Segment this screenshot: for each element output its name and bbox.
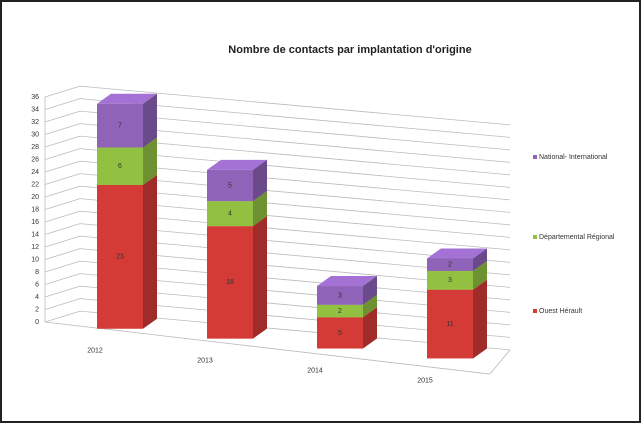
x-tick-label: 2015 (417, 377, 433, 384)
y-tick-label: 2 (35, 306, 39, 313)
grid-line (44, 135, 511, 176)
data-label: 3 (448, 277, 452, 284)
data-label: 7 (118, 122, 122, 129)
grid-line (44, 85, 511, 126)
bar (207, 226, 253, 339)
bar (317, 317, 363, 349)
y-tick-label: 0 (35, 319, 39, 326)
y-tick-label: 34 (31, 106, 39, 113)
bar-side (473, 260, 487, 290)
y-tick-label: 14 (31, 231, 39, 238)
bar-top (97, 93, 157, 104)
bar (97, 185, 143, 329)
grid-line (44, 235, 511, 276)
y-tick-label: 22 (31, 181, 39, 188)
bar (207, 169, 253, 202)
data-label: 5 (228, 182, 232, 189)
data-label: 23 (116, 254, 124, 261)
data-label: 11 (446, 321, 453, 328)
bar (427, 270, 473, 290)
bar (427, 289, 473, 359)
y-tick-label: 36 (31, 94, 39, 101)
bar-side (253, 216, 267, 339)
data-label: 4 (228, 210, 232, 217)
legend-marker (533, 155, 537, 159)
y-tick-label: 24 (31, 169, 39, 176)
bar-side (253, 191, 267, 227)
floor-edge (489, 349, 511, 375)
grid-line (44, 148, 511, 188)
bar-side (143, 93, 157, 148)
bar-side (473, 279, 487, 359)
y-tick-label: 26 (31, 156, 39, 163)
bar-side (253, 159, 267, 202)
bar (317, 304, 363, 318)
bar-top (207, 159, 267, 170)
bar-side (143, 175, 157, 329)
legend-label: National- International (539, 154, 608, 161)
data-label: 6 (118, 163, 122, 170)
bar-side (363, 294, 377, 318)
y-tick-label: 28 (31, 144, 39, 151)
data-label: 2 (338, 308, 342, 315)
y-tick-label: 18 (31, 206, 39, 213)
bar-top (427, 248, 487, 259)
legend-marker (533, 309, 537, 313)
y-tick-label: 12 (31, 244, 39, 251)
x-tick-label: 2012 (87, 348, 103, 355)
bar (427, 258, 473, 271)
data-label: 18 (226, 279, 234, 286)
y-tick-label: 30 (31, 131, 39, 138)
x-tick-label: 2014 (307, 367, 323, 374)
grid-line (44, 123, 511, 163)
y-tick-label: 8 (35, 269, 39, 276)
y-tick-label: 10 (31, 256, 39, 263)
y-tick-label: 32 (31, 119, 39, 126)
data-label: 5 (338, 330, 342, 337)
bar (97, 103, 143, 148)
data-label: 2 (448, 262, 452, 269)
bar (207, 201, 253, 227)
grid-line (44, 98, 511, 138)
grid-line (44, 210, 511, 251)
data-label: 3 (338, 292, 342, 299)
legend-marker (533, 235, 537, 239)
y-tick-label: 6 (35, 281, 39, 288)
grid-line (44, 173, 511, 213)
x-tick-label: 2013 (197, 357, 213, 364)
bar (317, 286, 363, 305)
grid-line (44, 160, 511, 201)
legend-label: Ouest Hérault (539, 308, 582, 315)
y-tick-label: 16 (31, 219, 39, 226)
grid-line (44, 185, 511, 226)
bar-side (473, 248, 487, 271)
grid-line (44, 248, 511, 288)
y-tick-label: 20 (31, 194, 39, 201)
y-tick-label: 4 (35, 294, 39, 301)
bar-side (143, 137, 157, 185)
legend-label: Départemental Régional (539, 234, 615, 241)
bar-top (317, 276, 377, 287)
chart-title: Nombre de contacts par implantation d'or… (228, 44, 471, 56)
bar-side (363, 276, 377, 305)
grid-line (44, 223, 511, 263)
grid-line (44, 110, 511, 151)
bar (97, 147, 143, 185)
grid-line (44, 198, 511, 238)
floor-edge (44, 321, 491, 375)
bar-side (363, 307, 377, 349)
